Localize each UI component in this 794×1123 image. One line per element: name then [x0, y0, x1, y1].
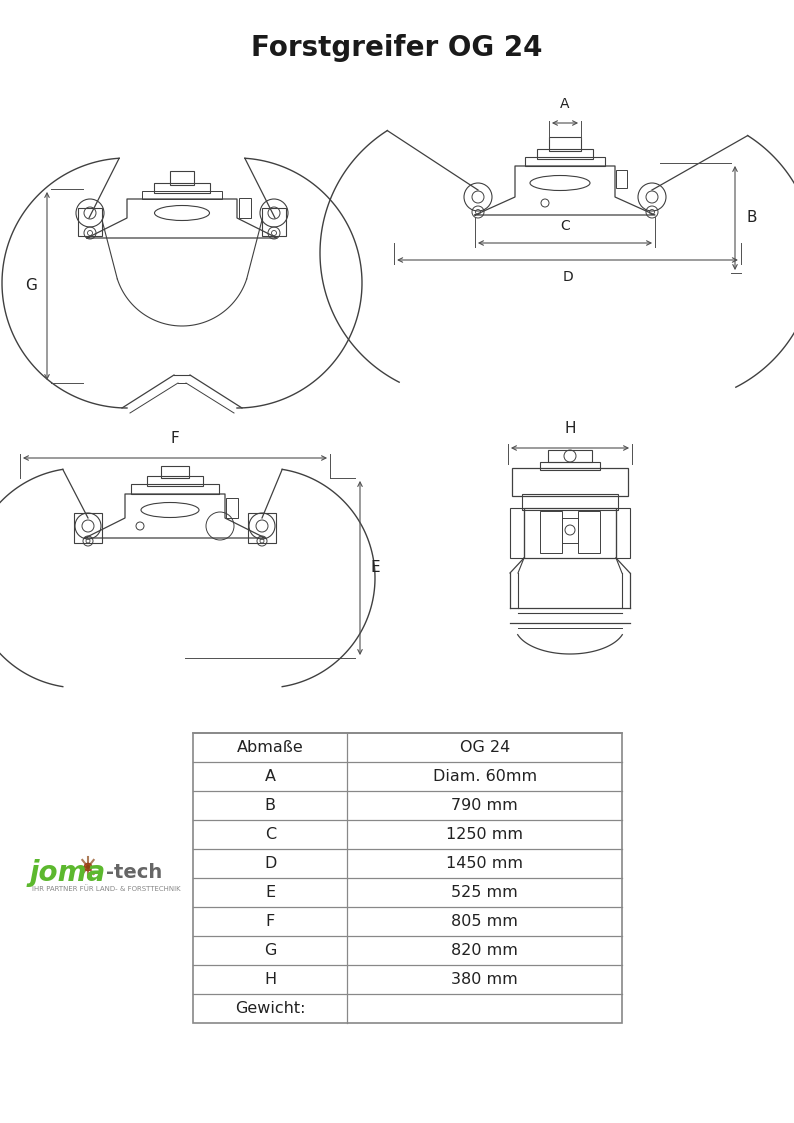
- Bar: [540, 511, 562, 553]
- Text: H: H: [264, 973, 276, 987]
- Bar: [74, 513, 102, 544]
- Bar: [524, 508, 616, 558]
- Bar: [248, 513, 276, 544]
- Text: 525 mm: 525 mm: [451, 885, 518, 900]
- Text: E: E: [265, 885, 276, 900]
- Bar: [510, 508, 524, 558]
- Text: 820 mm: 820 mm: [451, 943, 518, 958]
- Bar: [131, 484, 219, 494]
- Text: -tech: -tech: [106, 864, 162, 883]
- Text: D: D: [562, 270, 573, 284]
- Bar: [226, 497, 238, 518]
- Bar: [193, 733, 622, 1023]
- Bar: [522, 494, 618, 510]
- Text: A: A: [264, 769, 276, 784]
- Text: G: G: [264, 943, 276, 958]
- Text: 1450 mm: 1450 mm: [446, 856, 523, 871]
- Circle shape: [84, 862, 92, 871]
- Text: joma: joma: [30, 859, 106, 887]
- Text: 380 mm: 380 mm: [451, 973, 518, 987]
- Text: H: H: [565, 421, 576, 436]
- Text: Diam. 60mm: Diam. 60mm: [433, 769, 537, 784]
- Text: B: B: [746, 210, 757, 226]
- Bar: [537, 149, 593, 159]
- Text: 805 mm: 805 mm: [451, 914, 518, 929]
- Text: F: F: [266, 914, 275, 929]
- Text: E: E: [371, 560, 380, 575]
- Text: 1250 mm: 1250 mm: [446, 827, 523, 842]
- Bar: [525, 157, 605, 166]
- Text: IHR PARTNER FÜR LAND- & FORSTTECHNIK: IHR PARTNER FÜR LAND- & FORSTTECHNIK: [32, 886, 180, 893]
- Bar: [142, 191, 222, 199]
- Bar: [549, 137, 581, 150]
- Bar: [616, 508, 630, 558]
- Bar: [616, 170, 627, 188]
- Bar: [578, 511, 600, 553]
- Text: A: A: [561, 97, 570, 111]
- Bar: [154, 183, 210, 193]
- Bar: [562, 518, 578, 544]
- Text: F: F: [171, 431, 179, 446]
- Text: Forstgreifer OG 24: Forstgreifer OG 24: [251, 34, 543, 62]
- Text: C: C: [560, 219, 570, 232]
- Bar: [170, 171, 194, 185]
- Bar: [262, 208, 286, 236]
- Text: D: D: [264, 856, 276, 871]
- Text: Gewicht:: Gewicht:: [235, 1001, 306, 1016]
- Text: G: G: [25, 279, 37, 293]
- Bar: [540, 462, 600, 471]
- Bar: [147, 476, 203, 486]
- Bar: [512, 468, 628, 496]
- Bar: [239, 198, 251, 218]
- Bar: [548, 450, 592, 462]
- Bar: [78, 208, 102, 236]
- Bar: [161, 466, 189, 478]
- Text: Abmaße: Abmaße: [237, 740, 303, 755]
- Text: C: C: [264, 827, 276, 842]
- Text: B: B: [264, 798, 276, 813]
- Text: OG 24: OG 24: [460, 740, 510, 755]
- Text: 790 mm: 790 mm: [451, 798, 518, 813]
